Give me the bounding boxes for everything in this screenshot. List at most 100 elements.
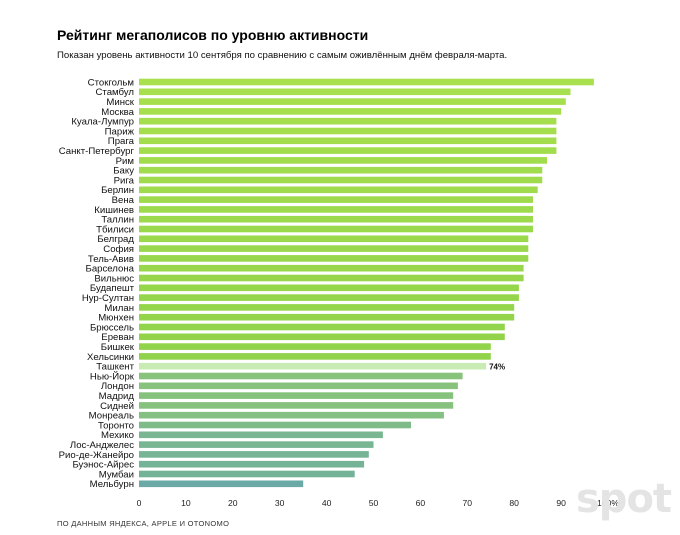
- bar-торонто: [139, 421, 411, 429]
- category-label: Нью-Йорк: [90, 370, 135, 382]
- bar-мумбаи: [139, 470, 355, 478]
- category-label: Монреаль: [89, 411, 134, 422]
- category-label: Сидней: [100, 401, 134, 412]
- x-tick-label: 70: [463, 498, 473, 508]
- x-tick-label: 20: [228, 498, 238, 508]
- bar-куала-лумпур: [139, 117, 557, 125]
- category-label: Таллин: [101, 215, 134, 226]
- x-tick-label: 30: [275, 498, 285, 508]
- category-label: Хельсинки: [87, 352, 134, 363]
- category-label: Нур-Султан: [82, 293, 134, 304]
- category-label: Минск: [106, 97, 134, 108]
- bar-минск: [139, 98, 566, 105]
- x-tick-label: 80: [509, 498, 519, 508]
- bar-прага: [139, 137, 557, 145]
- bar-милан: [139, 304, 515, 311]
- category-label: Лос-Анджелес: [70, 440, 134, 451]
- bar-мюнхен: [139, 313, 515, 321]
- bar-ереван: [139, 333, 505, 341]
- bar-нью-йорк: [139, 372, 463, 380]
- category-label: Тель-Авив: [88, 254, 134, 265]
- category-label: Санкт-Петербург: [59, 146, 135, 157]
- category-label: Мадрид: [99, 391, 135, 402]
- bar-лондон: [139, 382, 458, 390]
- category-label: Куала-Лумпур: [71, 117, 134, 128]
- bar-рим: [139, 157, 547, 164]
- category-label: Мехико: [101, 430, 134, 441]
- bar-тель-авив: [139, 255, 529, 262]
- x-tick-label: 60: [416, 498, 426, 508]
- bar-стамбул: [139, 88, 571, 96]
- category-label: Рига: [114, 175, 135, 186]
- bar-ташкент: [139, 362, 487, 370]
- bar-нур-султан: [139, 294, 519, 301]
- bar-буэнос-айрес: [139, 460, 365, 468]
- category-label: Стамбул: [95, 87, 134, 98]
- category-label: Барселона: [86, 264, 135, 275]
- bar-санкт-петербург: [139, 147, 557, 154]
- bar-брюссель: [139, 323, 505, 331]
- category-label: Баку: [113, 166, 134, 177]
- category-label: Вена: [112, 195, 135, 206]
- bar-рига: [139, 176, 543, 184]
- category-label: Вильнюс: [94, 273, 134, 284]
- bar-баку: [139, 166, 543, 174]
- x-tick-label: 100%: [597, 498, 619, 508]
- x-tick-label: 90: [556, 498, 566, 508]
- category-label: Ереван: [101, 332, 134, 343]
- bar-мехико: [139, 431, 383, 439]
- spot-watermark-logo: spot: [576, 476, 672, 522]
- category-label: Берлин: [101, 185, 134, 196]
- bar-бишкек: [139, 343, 491, 350]
- bar-мельбурн: [139, 480, 304, 488]
- bar-стокгольм: [139, 78, 594, 86]
- bar-вена: [139, 196, 533, 203]
- bar-кишинев: [139, 206, 533, 213]
- category-label: Будапешт: [90, 283, 135, 294]
- category-label: Лондон: [101, 381, 134, 392]
- category-label: Кишинев: [94, 205, 134, 216]
- category-label: Белград: [97, 234, 134, 245]
- bar-софия: [139, 245, 529, 252]
- bar-тбилиси: [139, 225, 533, 233]
- chart-title: Рейтинг мегаполисов по уровню активности: [57, 27, 369, 43]
- bar-барселона: [139, 264, 524, 272]
- bar-таллин: [139, 215, 533, 223]
- category-label: Бишкек: [101, 342, 135, 353]
- category-label: Париж: [105, 126, 135, 137]
- bar-белград: [139, 235, 529, 243]
- x-tick-label: 10: [181, 498, 191, 508]
- chart-subtitle: Показан уровень активности 10 сентября п…: [57, 50, 508, 61]
- category-label: Торонто: [98, 420, 134, 431]
- x-tick-label: 40: [322, 498, 332, 508]
- highlight-value-label: 74%: [489, 362, 505, 371]
- bar-париж: [139, 127, 557, 135]
- category-label: Ташкент: [96, 362, 134, 373]
- data-source-note: ПО ДАННЫМ ЯНДЕКСА, APPLE И OTONOMO: [57, 519, 230, 528]
- bar-берлин: [139, 186, 538, 194]
- category-label: Мюнхен: [98, 313, 134, 324]
- category-label: Мумбаи: [99, 469, 134, 480]
- bar-монреаль: [139, 411, 444, 419]
- category-label: Москва: [101, 107, 134, 118]
- category-label: Стокгольм: [88, 77, 134, 88]
- x-tick-label: 0: [137, 498, 142, 508]
- category-label: Рим: [116, 156, 134, 167]
- category-label: Тбилиси: [96, 224, 134, 235]
- x-tick-label: 50: [369, 498, 379, 508]
- bar-сидней: [139, 402, 454, 409]
- category-label: Брюссель: [90, 322, 134, 333]
- bar-вильнюс: [139, 274, 524, 282]
- bar-москва: [139, 108, 562, 115]
- category-label: София: [103, 244, 134, 255]
- category-label: Милан: [104, 303, 134, 314]
- category-label: Прага: [108, 136, 135, 147]
- category-label: Мельбурн: [90, 479, 134, 490]
- bar-будапешт: [139, 284, 519, 292]
- bar-мадрид: [139, 392, 454, 399]
- category-label: Рио-де-Жанейро: [59, 450, 134, 461]
- bar-хельсинки: [139, 353, 491, 360]
- bar-лос-анджелес: [139, 441, 374, 448]
- category-label: Буэнос-Айрес: [72, 460, 134, 471]
